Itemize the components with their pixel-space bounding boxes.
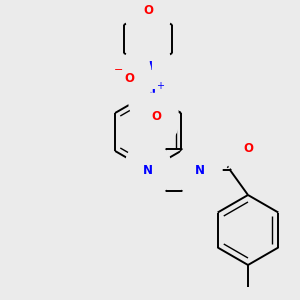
Text: O: O	[124, 73, 134, 85]
Text: O: O	[143, 4, 153, 17]
Text: N: N	[146, 88, 156, 101]
Text: O: O	[243, 142, 253, 154]
Text: −: −	[114, 65, 124, 75]
Text: O: O	[151, 110, 161, 124]
Text: N: N	[143, 164, 153, 176]
Text: N: N	[195, 164, 205, 176]
Text: N: N	[143, 61, 153, 74]
Text: +: +	[156, 81, 164, 91]
